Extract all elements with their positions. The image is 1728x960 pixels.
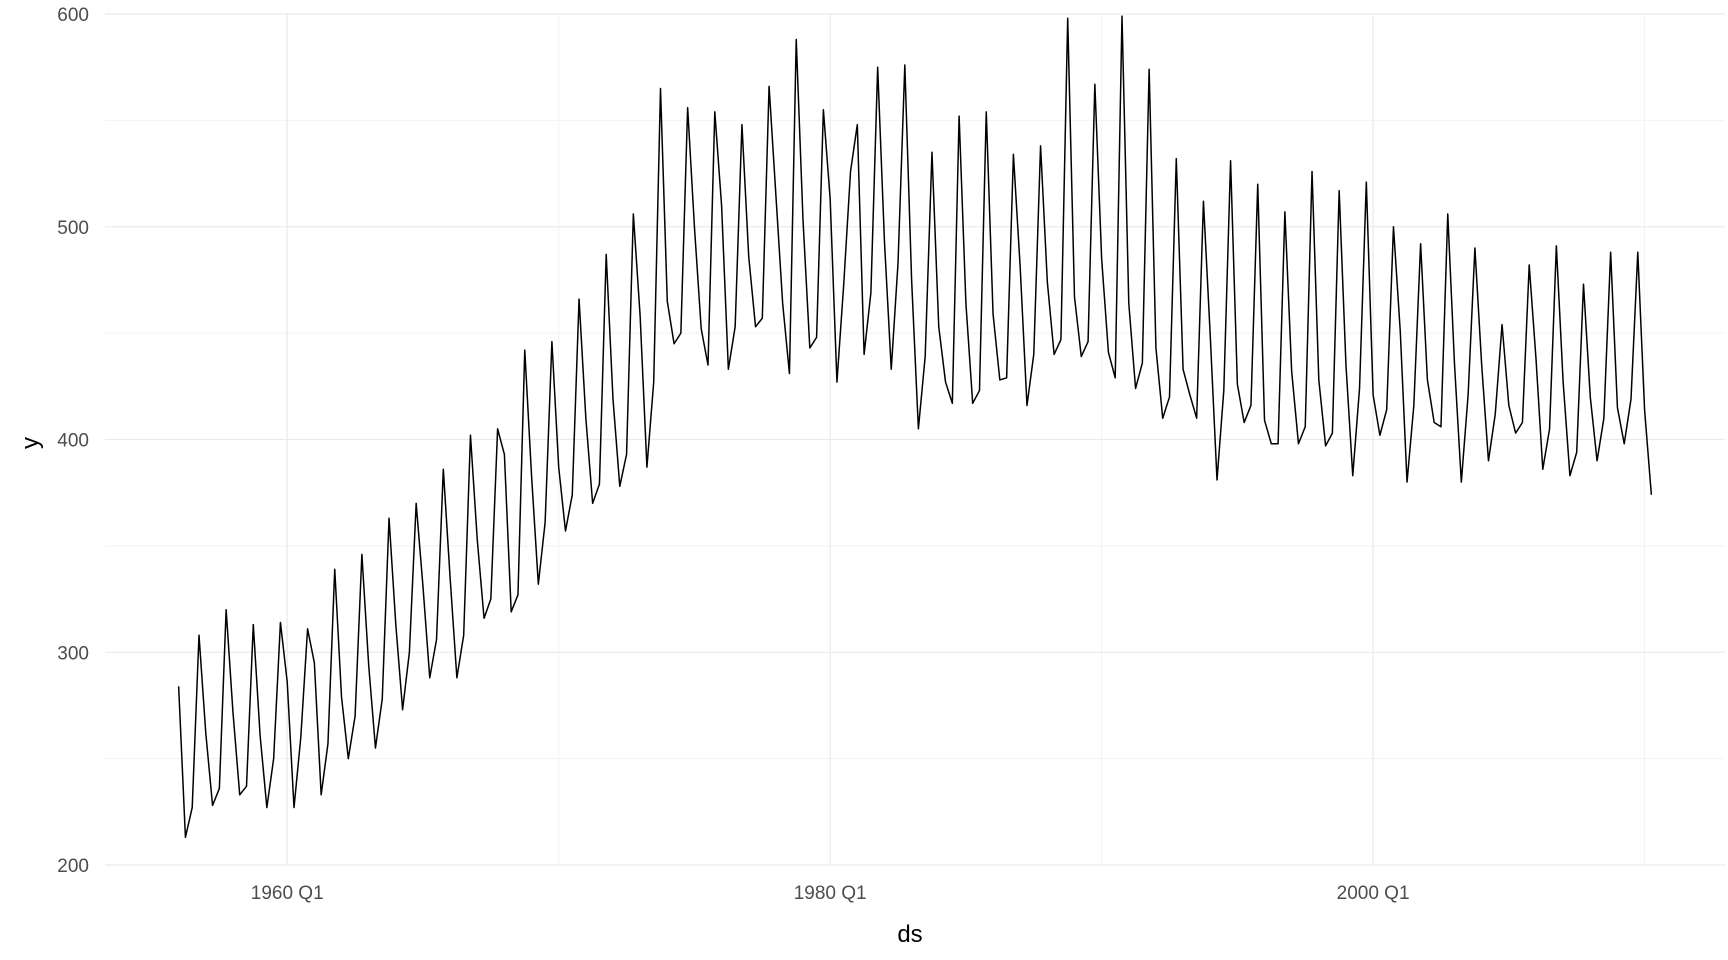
series-layer [177, 15, 1653, 839]
y-tick-label: 400 [57, 431, 89, 452]
series-line [177, 15, 1653, 839]
major-gridlines [105, 13, 1725, 866]
y-axis-title: y [17, 437, 44, 449]
x-axis-ticks: 1960 Q1 1980 Q1 2000 Q1 [251, 883, 1410, 904]
x-tick-label: 1980 Q1 [794, 883, 867, 904]
y-tick-label: 300 [57, 643, 89, 664]
y-axis-ticks: 200 300 400 500 600 [57, 5, 89, 877]
x-tick-label: 1960 Q1 [251, 883, 324, 904]
y-tick-label: 600 [57, 5, 89, 26]
y-tick-label: 500 [57, 218, 89, 239]
x-axis-title: ds [897, 921, 922, 948]
y-tick-label: 200 [57, 856, 89, 877]
x-tick-label: 2000 Q1 [1337, 883, 1410, 904]
